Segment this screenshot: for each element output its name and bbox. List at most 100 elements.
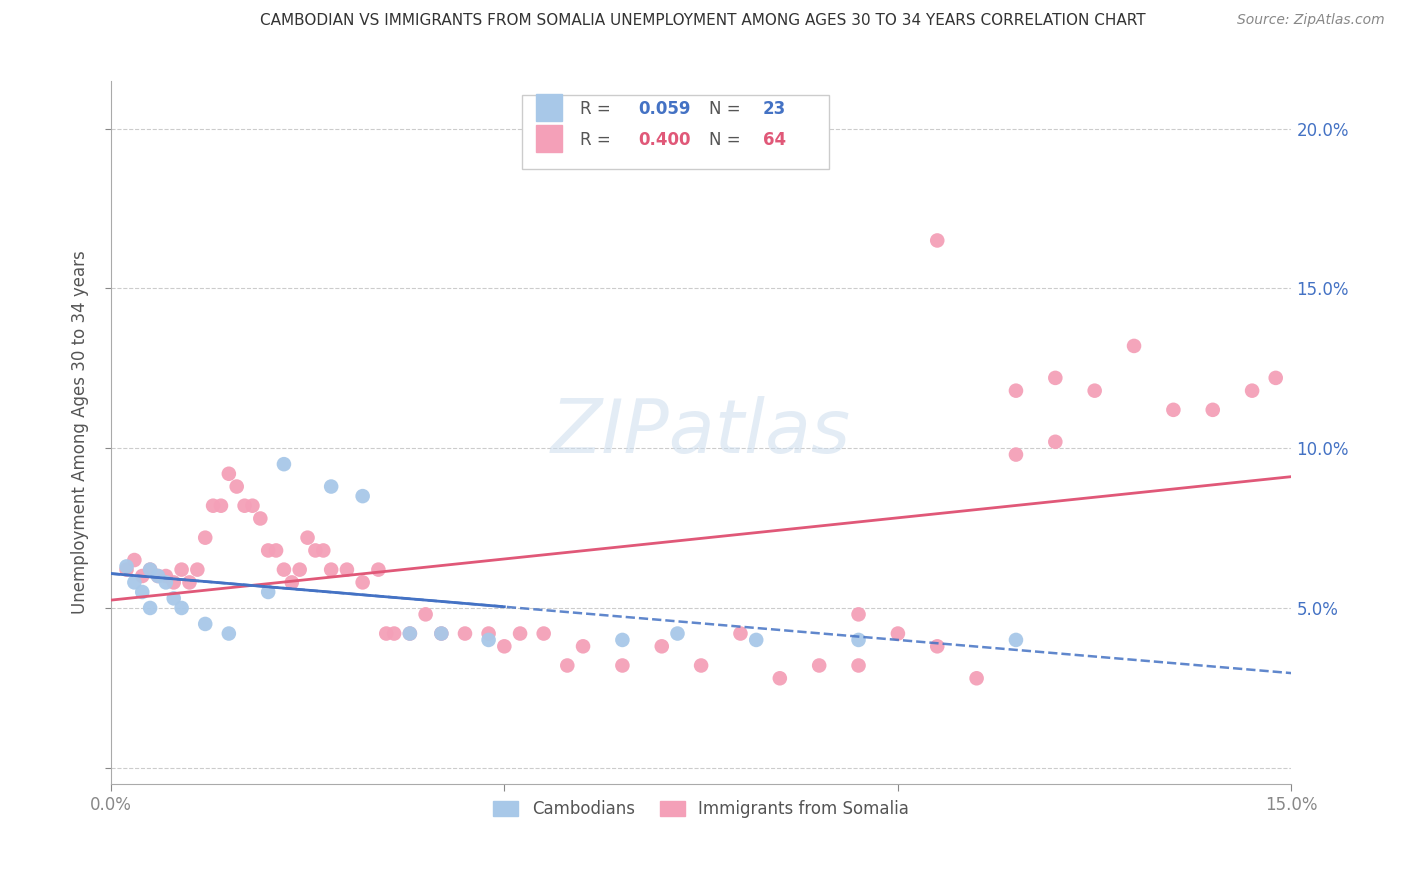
Point [321, 479, 343, 493]
Point [249, 511, 271, 525]
Y-axis label: Unemployment Among Ages 30 to 34 years: Unemployment Among Ages 30 to 34 years [72, 251, 89, 614]
Bar [536, 94, 562, 121]
Point [612, 658, 634, 673]
Point [430, 626, 453, 640]
Point [202, 499, 225, 513]
Point [848, 607, 870, 622]
Point [375, 626, 398, 640]
Point [163, 575, 186, 590]
Point [430, 626, 453, 640]
Point [612, 632, 634, 647]
Point [155, 575, 177, 590]
Text: CAMBODIAN VS IMMIGRANTS FROM SOMALIA UNEMPLOYMENT AMONG AGES 30 TO 34 YEARS CORR: CAMBODIAN VS IMMIGRANTS FROM SOMALIA UNE… [260, 13, 1146, 29]
Point [367, 563, 389, 577]
Point [297, 531, 319, 545]
Point [304, 543, 326, 558]
Text: N =: N = [710, 100, 741, 118]
Point [146, 569, 169, 583]
Text: ZIPatlas: ZIPatlas [551, 396, 851, 468]
Point [494, 640, 516, 654]
Point [690, 658, 713, 673]
FancyBboxPatch shape [522, 95, 828, 169]
Point [139, 601, 162, 615]
Point [848, 658, 870, 673]
Point [399, 626, 422, 640]
Point [509, 626, 531, 640]
Point [139, 563, 162, 577]
Point [218, 626, 240, 640]
Point [124, 553, 146, 567]
Point [124, 575, 146, 590]
Point [170, 563, 193, 577]
Bar [536, 125, 562, 153]
Point [209, 499, 232, 513]
Point [887, 626, 910, 640]
Point [139, 563, 162, 577]
Point [257, 585, 280, 599]
Point [336, 563, 359, 577]
Text: 0.059: 0.059 [638, 100, 690, 118]
Point [1045, 371, 1067, 385]
Point [555, 658, 578, 673]
Point [1241, 384, 1264, 398]
Point [769, 671, 792, 685]
Point [478, 626, 501, 640]
Text: N =: N = [710, 131, 741, 149]
Point [170, 601, 193, 615]
Text: 23: 23 [762, 100, 786, 118]
Point [115, 559, 138, 574]
Point [131, 569, 153, 583]
Point [382, 626, 405, 640]
Point [257, 543, 280, 558]
Point [1005, 384, 1028, 398]
Point [155, 569, 177, 583]
Point [927, 640, 949, 654]
Point [1264, 371, 1286, 385]
Point [478, 632, 501, 647]
Text: Source: ZipAtlas.com: Source: ZipAtlas.com [1237, 13, 1385, 28]
Point [233, 499, 256, 513]
Point [651, 640, 673, 654]
Point [730, 626, 752, 640]
Point [1084, 384, 1107, 398]
Point [352, 575, 374, 590]
Point [242, 499, 264, 513]
Point [264, 543, 287, 558]
Point [194, 616, 217, 631]
Point [281, 575, 304, 590]
Point [572, 640, 595, 654]
Point [1005, 632, 1028, 647]
Point [186, 563, 208, 577]
Point [399, 626, 422, 640]
Point [194, 531, 217, 545]
Point [666, 626, 689, 640]
Point [533, 626, 555, 640]
Point [131, 585, 153, 599]
Point [352, 489, 374, 503]
Text: 64: 64 [762, 131, 786, 149]
Point [273, 563, 295, 577]
Point [848, 632, 870, 647]
Point [312, 543, 335, 558]
Point [927, 234, 949, 248]
Point [1045, 434, 1067, 449]
Point [1202, 402, 1225, 417]
Point [1123, 339, 1146, 353]
Text: R =: R = [579, 100, 610, 118]
Point [179, 575, 201, 590]
Point [1163, 402, 1185, 417]
Point [225, 479, 247, 493]
Text: R =: R = [579, 131, 610, 149]
Point [146, 569, 169, 583]
Point [115, 563, 138, 577]
Point [273, 457, 295, 471]
Legend: Cambodians, Immigrants from Somalia: Cambodians, Immigrants from Somalia [486, 793, 915, 824]
Point [808, 658, 831, 673]
Text: 0.400: 0.400 [638, 131, 690, 149]
Point [1005, 448, 1028, 462]
Point [163, 591, 186, 606]
Point [288, 563, 311, 577]
Point [745, 632, 768, 647]
Point [321, 563, 343, 577]
Point [966, 671, 988, 685]
